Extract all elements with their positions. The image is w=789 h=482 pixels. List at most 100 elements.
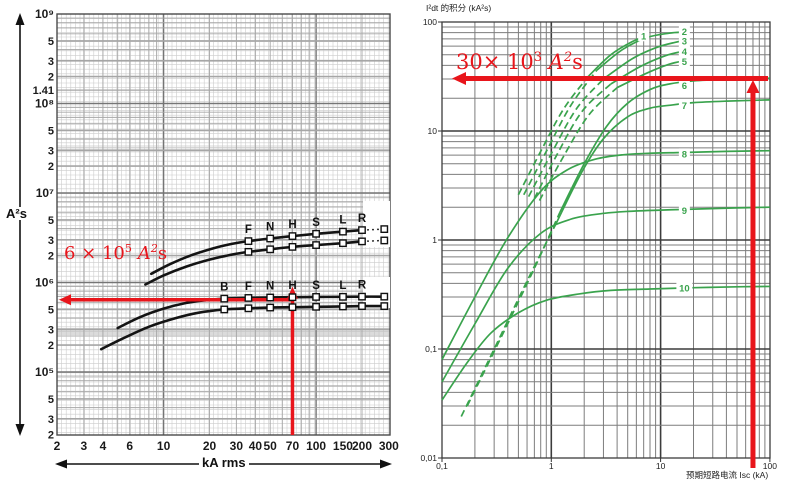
i2t-curve-10 [441, 285, 770, 401]
svg-text:S: S [312, 217, 320, 229]
svg-text:10⁷: 10⁷ [36, 186, 54, 200]
left-reading-arrows [59, 286, 298, 435]
svg-text:H: H [288, 219, 296, 231]
right-reading-unit-suffix: s [572, 50, 583, 74]
svg-text:2: 2 [48, 430, 54, 442]
i2t-curve-4-dashed [533, 83, 612, 199]
svg-text:20: 20 [203, 439, 217, 453]
svg-text:B: B [220, 282, 228, 294]
marker-upper-band-max-70 [288, 232, 297, 240]
marker-upper-band-min-36 [244, 247, 253, 256]
svg-text:N: N [266, 280, 274, 292]
marker-lower-band-max-25 [220, 294, 229, 303]
svg-text:5: 5 [48, 125, 54, 137]
svg-text:8: 8 [682, 149, 687, 160]
svg-text:2: 2 [54, 439, 61, 453]
i2t-curve-4 [610, 50, 684, 85]
svg-text:2: 2 [682, 27, 687, 38]
svg-text:H: H [288, 280, 296, 292]
svg-text:5: 5 [48, 394, 54, 406]
marker-lower-band-min-70 [288, 303, 297, 312]
svg-text:5: 5 [48, 36, 54, 48]
svg-text:50: 50 [264, 439, 278, 453]
svg-text:R: R [358, 213, 367, 225]
left-reading-annotation: 6 × 105 A2s [64, 242, 168, 264]
svg-text:L: L [339, 215, 346, 227]
svg-text:S: S [312, 280, 320, 292]
marker-lower-band-max-150 [339, 292, 347, 301]
left-chart-grid-gaps [363, 201, 390, 308]
marker-upper-band-min-70 [288, 242, 297, 251]
left-reading-exponent: 5 [124, 242, 132, 255]
svg-text:3: 3 [48, 324, 54, 336]
svg-text:4: 4 [682, 47, 688, 58]
marker-upper-band-max-36 [244, 237, 253, 246]
i2t-curve-6-dashed [466, 211, 561, 407]
svg-text:200: 200 [352, 439, 372, 453]
left-reading-unit-suffix: s [157, 243, 168, 264]
right-reading-arrows [452, 71, 768, 468]
marker-lower-band-min-36 [244, 304, 253, 313]
left-x-axis-label: kA rms [199, 456, 249, 469]
svg-text:100: 100 [423, 17, 437, 27]
marker-upper-band-min-50 [266, 245, 275, 254]
i2t-curve-7-dashed [460, 223, 557, 417]
right-chart-curves [441, 31, 770, 417]
svg-text:10: 10 [428, 126, 438, 136]
svg-text:6: 6 [682, 81, 687, 92]
marker-upper-band-min-200 [358, 237, 366, 246]
marker-upper-band-min-150 [339, 239, 347, 248]
marker-upper-band-max-50 [266, 234, 275, 243]
marker-lower-band-max-280 [380, 292, 389, 301]
svg-text:N: N [266, 222, 274, 234]
svg-text:3: 3 [48, 56, 54, 68]
marker-lower-band-max-50 [266, 293, 275, 302]
svg-text:5: 5 [682, 57, 688, 68]
svg-text:1: 1 [432, 235, 437, 245]
svg-text:0,01: 0,01 [420, 453, 437, 463]
right-reading-unit: A [542, 50, 564, 74]
svg-text:2: 2 [48, 340, 54, 352]
svg-text:2: 2 [48, 251, 54, 263]
svg-text:10⁸: 10⁸ [35, 97, 54, 111]
svg-text:10: 10 [656, 461, 666, 471]
svg-text:6: 6 [126, 439, 133, 453]
svg-text:2: 2 [48, 72, 54, 84]
marker-upper-band-max-150 [339, 227, 347, 236]
svg-text:1.41: 1.41 [33, 85, 54, 97]
marker-upper-band-max-280 [380, 225, 389, 234]
marker-lower-band-min-50 [266, 303, 275, 312]
svg-text:150: 150 [333, 439, 353, 453]
svg-text:3: 3 [48, 414, 54, 426]
svg-text:70: 70 [286, 439, 300, 453]
left-y-axis-label: A²s [3, 207, 30, 220]
svg-text:40: 40 [249, 439, 263, 453]
svg-text:3: 3 [48, 235, 54, 247]
marker-lower-band-max-36 [244, 294, 253, 302]
left-curve-markers: F N H S L RB F N H S L R [220, 213, 389, 314]
svg-text:10⁹: 10⁹ [35, 7, 54, 21]
marker-lower-band-min-280 [380, 302, 389, 310]
svg-text:1: 1 [641, 31, 647, 42]
svg-text:10: 10 [157, 439, 171, 453]
left-reading-coefficient: 6 × 10 [64, 243, 125, 264]
svg-text:10⁵: 10⁵ [35, 365, 54, 379]
svg-text:5: 5 [48, 215, 54, 227]
i2t-curve-5-dashed [538, 87, 618, 201]
svg-text:L: L [339, 280, 346, 292]
marker-lower-band-max-70 [288, 293, 297, 302]
right-reading-exponent: 3 [533, 50, 542, 65]
right-chart-title: I²dt 的积分 (kA²s) [426, 3, 492, 13]
svg-text:30: 30 [230, 439, 244, 453]
svg-text:7: 7 [682, 101, 687, 112]
svg-text:F: F [245, 224, 252, 236]
right-reading-coefficient: 30× 10 [456, 50, 534, 74]
svg-text:0,1: 0,1 [436, 461, 448, 471]
marker-upper-band-min-100 [312, 241, 320, 249]
svg-text:100: 100 [763, 461, 777, 471]
left-reading-unit-exponent: 2 [150, 242, 158, 255]
marker-lower-band-min-100 [312, 302, 320, 311]
